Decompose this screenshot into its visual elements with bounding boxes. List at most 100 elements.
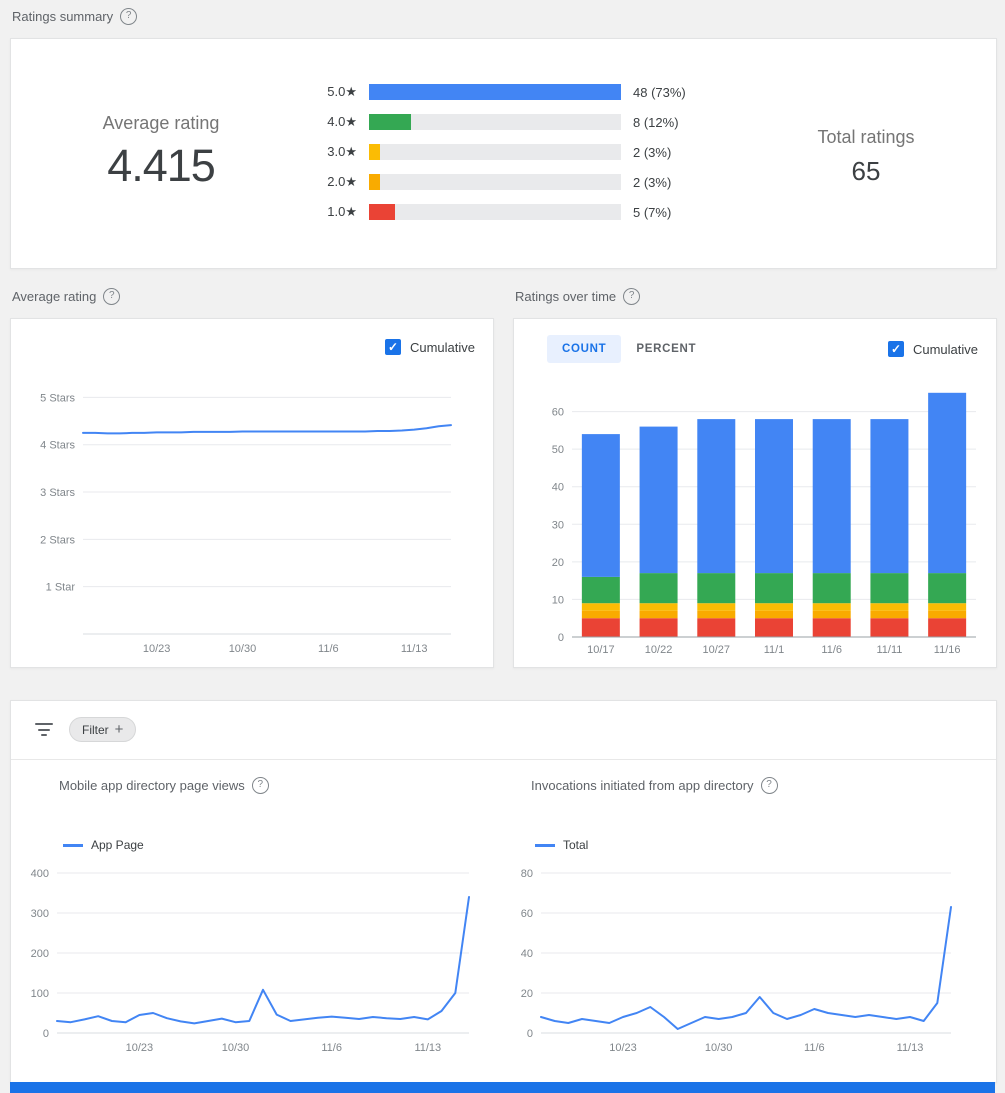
page-views-title: Mobile app directory page views xyxy=(59,778,245,793)
total-ratings-block: Total ratings 65 xyxy=(756,127,976,187)
rating-bar-value: 48 (73%) xyxy=(633,84,686,100)
svg-text:11/11: 11/11 xyxy=(876,644,902,656)
tab-count[interactable]: COUNT xyxy=(547,335,622,363)
invocations-chart: 0 20 40 60 80 10/23 10/30 11/6 11/13 xyxy=(483,853,983,1078)
filter-list-icon[interactable] xyxy=(35,723,53,736)
rating-bar-row: 4.0★ 8 (12%) xyxy=(311,107,686,137)
rating-bar-value: 5 (7%) xyxy=(633,204,672,220)
help-icon[interactable]: ? xyxy=(103,288,121,305)
help-icon[interactable]: ? xyxy=(623,288,641,305)
svg-text:11/13: 11/13 xyxy=(414,1042,441,1054)
tab-percent[interactable]: PERCENT xyxy=(636,343,697,355)
rating-bar-track xyxy=(369,204,621,220)
svg-text:60: 60 xyxy=(552,407,564,419)
total-ratings-label: Total ratings xyxy=(817,127,915,147)
rating-bar-track xyxy=(369,174,621,190)
svg-text:5 Stars: 5 Stars xyxy=(40,392,75,404)
ratings-summary-title: Ratings summary xyxy=(12,9,114,24)
ratings-over-time-chart-svg: 0 10 20 30 40 50 60 10/17 10/22 10/27 11/1 11/6 11/1… xyxy=(552,392,976,656)
rating-bar-fill xyxy=(369,204,396,220)
rating-bar-label: 2.0★ xyxy=(327,174,357,189)
svg-text:20: 20 xyxy=(552,557,564,569)
cumulative-checkbox-average[interactable]: ✓ Cumulative xyxy=(384,339,475,355)
svg-text:60: 60 xyxy=(521,908,533,920)
rating-bar-label: 5.0★ xyxy=(327,84,357,99)
svg-text:11/1: 11/1 xyxy=(764,644,785,656)
svg-text:10: 10 xyxy=(552,594,564,606)
svg-text:10/30: 10/30 xyxy=(222,1042,250,1054)
filter-chip[interactable]: Filter + xyxy=(69,717,137,742)
page-views-header: Mobile app directory page views ? xyxy=(59,777,269,794)
legend-line-icon xyxy=(535,843,555,847)
divider xyxy=(11,759,996,760)
svg-text:11/6: 11/6 xyxy=(318,643,339,655)
count-percent-tabs: COUNT PERCENT xyxy=(547,335,711,363)
page-views-legend: App Page xyxy=(63,838,144,852)
rating-bar-track xyxy=(369,144,621,160)
svg-text:40: 40 xyxy=(521,948,533,960)
invocations-legend-label: Total xyxy=(563,838,589,852)
svg-text:40: 40 xyxy=(552,482,564,494)
rating-bar-label: 1.0★ xyxy=(327,204,357,219)
average-rating-chart: 5 Stars 4 Stars 3 Stars 2 Stars 1 Star 10/23 1… xyxy=(11,319,491,665)
rating-bar-fill xyxy=(369,84,621,100)
svg-text:30: 30 xyxy=(552,519,564,531)
cumulative-checkbox-ratings[interactable]: ✓ Cumulative xyxy=(887,341,978,357)
ratings-over-time-title: Ratings over time xyxy=(515,289,617,304)
svg-text:11/6: 11/6 xyxy=(821,644,842,656)
average-rating-label: Average rating xyxy=(102,113,220,133)
legend-line-icon xyxy=(63,843,83,847)
help-icon[interactable]: ? xyxy=(120,8,138,25)
average-rating-block: Average rating 4.415 xyxy=(51,113,271,192)
svg-text:11/13: 11/13 xyxy=(897,1042,924,1054)
svg-text:4 Stars: 4 Stars xyxy=(40,440,75,452)
checkbox-checked-icon[interactable]: ✓ xyxy=(384,339,401,355)
invocations-legend: Total xyxy=(535,838,588,852)
svg-text:20: 20 xyxy=(521,988,533,1000)
average-rating-value: 4.415 xyxy=(107,140,216,191)
star-icon: ★ xyxy=(345,174,357,189)
svg-text:3 Stars: 3 Stars xyxy=(40,487,75,499)
invocations-chart-svg: 0 20 40 60 80 10/23 10/30 11/6 11/13 xyxy=(521,868,952,1054)
average-rating-chart-svg: 5 Stars 4 Stars 3 Stars 2 Stars 1 Star 10/23 1… xyxy=(40,392,452,655)
page-views-chart: 0 100 200 300 400 10/23 10/30 11/6 11/13 xyxy=(11,853,511,1078)
rating-bar-row: 2.0★ 2 (3%) xyxy=(311,167,686,197)
plus-icon: + xyxy=(114,721,124,738)
average-rating-chart-header: Average rating ? xyxy=(12,288,121,305)
svg-text:80: 80 xyxy=(521,868,533,880)
help-icon[interactable]: ? xyxy=(760,777,778,794)
average-rating-card: 5 Stars 4 Stars 3 Stars 2 Stars 1 Star 10/23 1… xyxy=(10,318,494,668)
checkbox-checked-icon[interactable]: ✓ xyxy=(887,341,904,357)
svg-text:10/23: 10/23 xyxy=(126,1042,154,1054)
page-views-legend-label: App Page xyxy=(91,838,144,852)
svg-text:50: 50 xyxy=(552,444,564,456)
rating-bar-value: 2 (3%) xyxy=(633,174,672,190)
cumulative-label: Cumulative xyxy=(912,341,978,357)
total-ratings-value: 65 xyxy=(851,156,881,186)
svg-text:10/30: 10/30 xyxy=(705,1042,733,1054)
svg-text:200: 200 xyxy=(31,948,49,960)
svg-text:2 Stars: 2 Stars xyxy=(40,534,75,546)
invocations-title: Invocations initiated from app directory xyxy=(531,778,754,793)
ratings-summary-card: Average rating 4.415 5.0★ 48 (73%) 4.0★ 8 (… xyxy=(10,38,997,269)
ratings-summary-header: Ratings summary ? xyxy=(12,8,138,25)
star-icon: ★ xyxy=(345,204,357,219)
svg-text:0: 0 xyxy=(527,1028,533,1040)
rating-bar-track xyxy=(369,114,621,130)
ratings-over-time-chart: 0 10 20 30 40 50 60 10/17 10/22 10/27 11/1 11/6 11/1… xyxy=(514,319,994,665)
rating-bar-row: 5.0★ 48 (73%) xyxy=(311,77,686,107)
svg-text:11/6: 11/6 xyxy=(321,1042,342,1054)
cumulative-label: Cumulative xyxy=(409,339,475,355)
rating-bar-row: 1.0★ 5 (7%) xyxy=(311,197,686,227)
svg-text:11/13: 11/13 xyxy=(401,643,428,655)
svg-text:300: 300 xyxy=(31,908,49,920)
svg-text:10/30: 10/30 xyxy=(229,643,257,655)
svg-text:100: 100 xyxy=(31,988,49,1000)
svg-text:0: 0 xyxy=(43,1028,49,1040)
svg-text:400: 400 xyxy=(31,868,49,880)
bottom-progress-bar xyxy=(10,1082,995,1093)
filter-chip-label: Filter xyxy=(82,722,109,737)
help-icon[interactable]: ? xyxy=(251,777,269,794)
rating-bar-value: 2 (3%) xyxy=(633,144,672,160)
rating-bar-label: 4.0★ xyxy=(327,114,357,129)
